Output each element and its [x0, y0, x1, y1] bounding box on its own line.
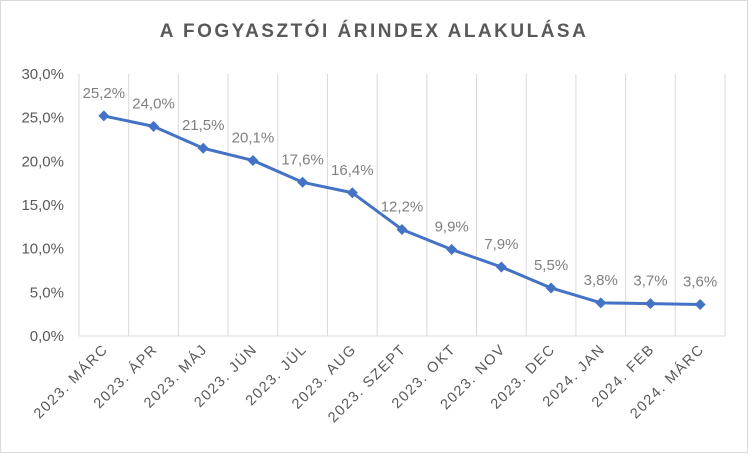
- y-tick-label: 5,0%: [30, 284, 64, 301]
- data-point-marker: [446, 244, 458, 256]
- y-tick-label: 25,0%: [21, 110, 64, 127]
- data-label: 12,2%: [381, 198, 424, 215]
- data-point-marker: [297, 176, 309, 188]
- data-point-marker: [197, 142, 209, 154]
- data-point-marker: [247, 154, 259, 166]
- data-point-marker: [346, 187, 358, 199]
- data-label: 3,6%: [683, 274, 717, 291]
- data-label: 17,6%: [281, 151, 324, 168]
- data-label: 24,0%: [132, 95, 175, 112]
- y-tick-label: 0,0%: [30, 328, 64, 345]
- data-label: 3,8%: [584, 272, 618, 289]
- data-label: 16,4%: [331, 162, 374, 179]
- data-point-marker: [595, 297, 607, 309]
- data-point-marker: [644, 298, 656, 310]
- y-tick-label: 20,0%: [21, 153, 64, 170]
- y-tick-label: 30,0%: [21, 66, 64, 83]
- data-label: 5,5%: [534, 257, 568, 274]
- data-point-marker: [694, 299, 706, 311]
- data-label: 3,7%: [633, 273, 667, 290]
- y-tick-label: 15,0%: [21, 197, 64, 214]
- data-point-marker: [495, 261, 507, 273]
- data-label: 21,5%: [182, 117, 225, 134]
- data-label: 9,9%: [435, 219, 469, 236]
- data-label: 25,2%: [83, 85, 126, 102]
- data-label: 7,9%: [484, 236, 518, 253]
- data-label: 20,1%: [232, 129, 275, 146]
- data-point-marker: [396, 223, 408, 235]
- data-point-marker: [98, 110, 110, 122]
- data-point-marker: [545, 282, 557, 294]
- data-point-marker: [148, 120, 160, 132]
- y-tick-label: 10,0%: [21, 241, 64, 258]
- chart-title: A FOGYASZTÓI ÁRINDEX ALAKULÁSA: [159, 21, 589, 42]
